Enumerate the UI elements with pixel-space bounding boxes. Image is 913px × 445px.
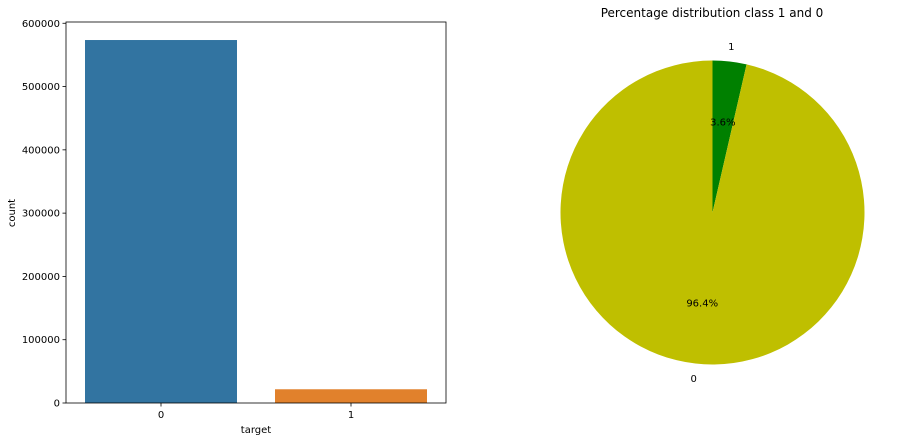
- bar-series: [85, 40, 427, 404]
- pie-percent-label: 96.4%: [686, 299, 718, 310]
- y-tick-label: 100000: [22, 335, 60, 346]
- bar-y-axis-label: count: [7, 199, 18, 227]
- bar-y-axis-ticks: 0 100000 200000 300000 400000 500000 600000: [22, 19, 66, 410]
- bar-x-axis-label: target: [241, 425, 271, 436]
- pie-title: Percentage distribution class 1 and 0: [601, 6, 824, 20]
- y-tick-label: 400000: [22, 145, 60, 156]
- bar-1: [275, 389, 427, 403]
- bar-plot-frame: [65, 21, 447, 404]
- x-tick-label: 0: [158, 410, 164, 421]
- y-tick-label: 200000: [22, 272, 60, 283]
- pie-slice-1: [712, 60, 747, 213]
- pie-category-label: 1: [728, 42, 734, 53]
- pie-category-label: 0: [690, 374, 696, 385]
- y-tick-label: 0: [54, 399, 60, 410]
- pie-chart: Percentage distribution class 1 and 0 1 3…: [560, 6, 865, 385]
- pie-slice-0: [560, 60, 865, 365]
- pie-percent-label: 3.6%: [710, 117, 735, 128]
- y-tick-label: 300000: [22, 209, 60, 220]
- bar-0: [85, 40, 237, 404]
- y-tick-label: 500000: [22, 82, 60, 93]
- pie-slices: [560, 60, 865, 365]
- x-tick-label: 1: [348, 410, 354, 421]
- y-tick-label: 600000: [22, 19, 60, 30]
- pie-labels: 1 3.6% 0 96.4%: [686, 42, 735, 385]
